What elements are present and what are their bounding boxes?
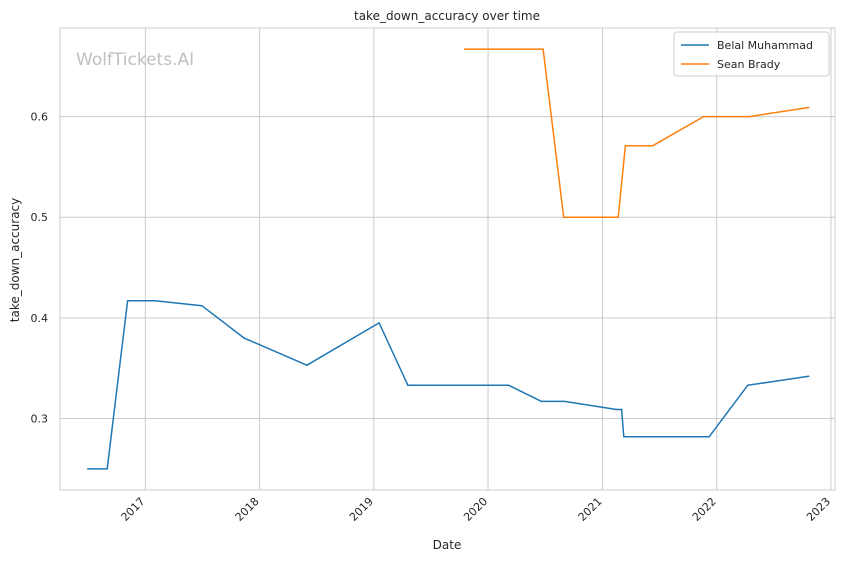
data-point-belal-muhammad [154, 299, 156, 302]
data-point-belal-muhammad [126, 299, 129, 302]
y-tick-label: 0.3 [31, 413, 49, 426]
data-point-belal-muhammad [407, 384, 409, 387]
watermark-text: WolfTickets.AI [76, 50, 194, 70]
chart-title: take_down_accuracy over time [354, 9, 540, 23]
data-point-belal-muhammad [563, 400, 566, 403]
data-point-sean-brady [702, 115, 705, 118]
data-point-belal-muhammad [615, 408, 618, 411]
data-point-sean-brady [651, 144, 654, 147]
legend-box [673, 31, 830, 77]
data-point-belal-muhammad [746, 384, 749, 387]
y-tick-label: 0.5 [31, 211, 49, 224]
data-point-belal-muhammad [378, 322, 380, 324]
y-tick-label: 0.4 [31, 312, 49, 325]
x-axis-label: Date [433, 538, 462, 552]
data-point-belal-muhammad [243, 337, 245, 339]
data-point-sean-brady [807, 106, 810, 109]
grid-layer [60, 28, 835, 490]
data-point-belal-muhammad [540, 400, 543, 403]
series-line-belal-muhammad [87, 300, 809, 470]
data-point-belal-muhammad [87, 468, 89, 470]
data-point-belal-muhammad [807, 375, 810, 378]
data-point-belal-muhammad [507, 384, 510, 387]
data-point-sean-brady [463, 48, 466, 50]
legend: Belal Muhammad Sean Brady [673, 31, 830, 77]
data-point-belal-muhammad [306, 364, 308, 366]
data-point-sean-brady [562, 216, 565, 219]
plot-frame [59, 27, 836, 491]
data-point-sean-brady [748, 115, 751, 118]
series-layer [87, 48, 810, 470]
data-point-belal-muhammad [106, 468, 109, 470]
data-point-sean-brady [624, 144, 627, 147]
data-point-belal-muhammad [623, 435, 625, 438]
data-point-belal-muhammad [201, 305, 203, 307]
data-point-belal-muhammad [620, 408, 623, 411]
data-point-sean-brady [617, 216, 619, 219]
data-point-belal-muhammad [708, 435, 711, 438]
legend-label-belal-muhammad: Belal Muhammad [717, 39, 813, 52]
data-point-sean-brady [542, 48, 544, 50]
y-axis-label: take_down_accuracy [8, 198, 22, 322]
legend-label-sean-brady: Sean Brady [717, 58, 781, 71]
y-tick-label: 0.6 [31, 111, 49, 124]
